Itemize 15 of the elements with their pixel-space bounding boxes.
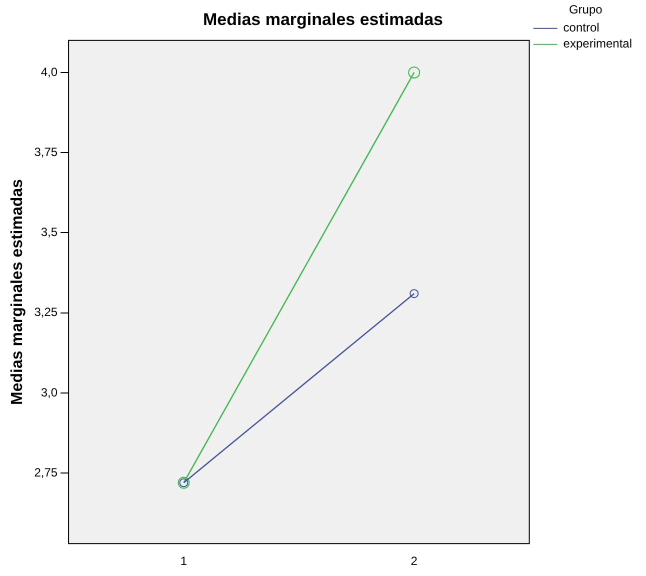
point <box>408 66 420 78</box>
x-tick-label: 1 <box>180 554 188 568</box>
y-tick-label: 3,25 <box>34 305 58 320</box>
y-tick-label: 2,75 <box>34 465 58 480</box>
y-tick-label: 4,0 <box>40 64 58 79</box>
y-axis-title: Medias marginales estimadas <box>9 178 26 405</box>
chart-title: Medias marginales estimadas <box>202 10 444 29</box>
legend-label: experimental <box>563 36 632 51</box>
y-tick-label: 3,0 <box>40 385 58 400</box>
legend-label: control <box>563 20 600 35</box>
x-tick-label: 2 <box>410 554 418 568</box>
y-tick-label: 3,75 <box>34 144 58 159</box>
y-tick-label: 3,5 <box>40 225 58 240</box>
point <box>410 289 419 298</box>
legend-title: Grupo <box>568 2 603 16</box>
